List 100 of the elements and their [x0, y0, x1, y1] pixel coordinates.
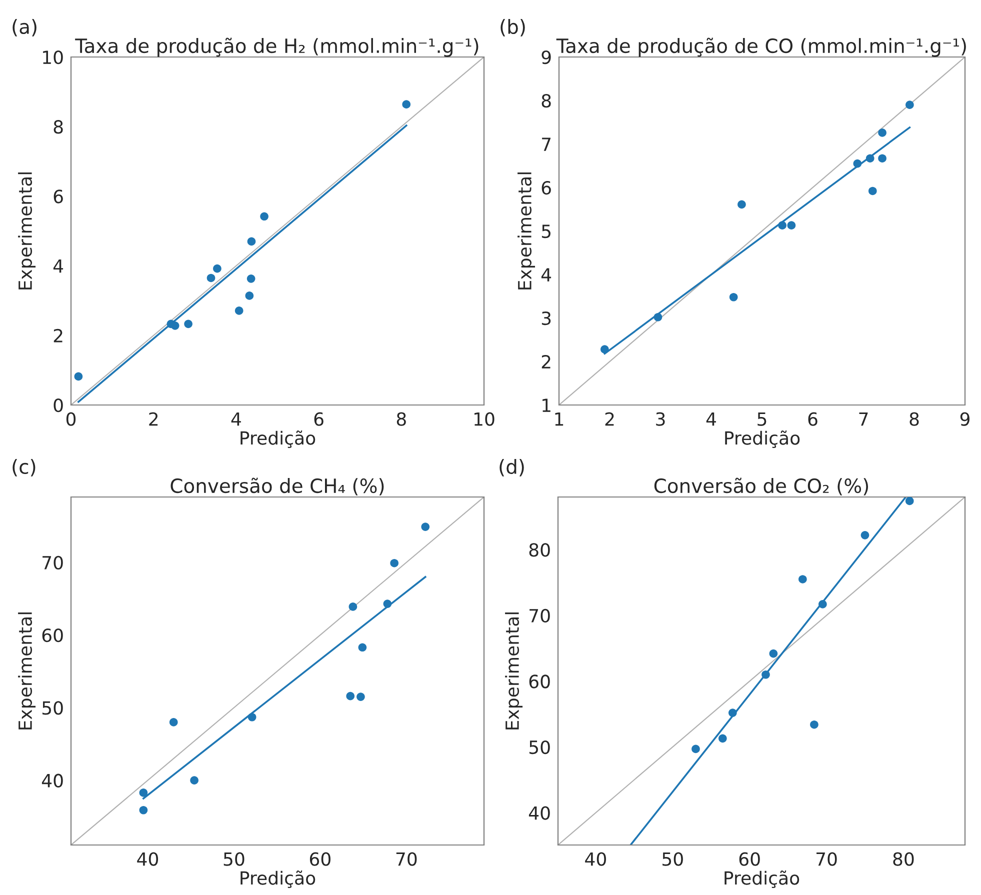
x-tick-label: 60 [739, 852, 760, 866]
point [866, 154, 874, 163]
point [213, 264, 222, 273]
x-tick-label: 70 [396, 852, 417, 866]
y-tick-label: 4 [53, 259, 64, 273]
y-tick-label: 8 [54, 120, 63, 134]
point [206, 274, 216, 282]
x-tick-label: 40 [585, 852, 606, 866]
x-tick-label: 2 [149, 412, 158, 426]
point [878, 154, 886, 163]
x-axis-title: Predição [240, 870, 316, 888]
point [169, 718, 178, 726]
point [810, 720, 818, 729]
x-tick-label: 0 [66, 412, 76, 426]
point [728, 708, 737, 717]
x-tick-label: 60 [310, 852, 330, 866]
point [402, 100, 411, 108]
point [348, 602, 358, 611]
chart-title: Taxa de produção de CO (mmol.min⁻¹.g⁻¹) [556, 38, 966, 57]
point [234, 306, 244, 315]
point [248, 712, 256, 722]
point [762, 670, 770, 679]
y-tick-label: 0 [54, 398, 63, 412]
point [170, 321, 180, 330]
y-tick-label: 7 [542, 138, 551, 151]
point [798, 575, 807, 584]
point [778, 221, 786, 230]
point [906, 100, 914, 110]
point [853, 159, 862, 168]
point [600, 345, 609, 354]
point [818, 600, 827, 608]
x-tick-label: 5 [758, 412, 766, 426]
x-tick-label: 50 [662, 852, 683, 866]
x-tick-label: 9 [960, 412, 970, 426]
y-tick-label: 6 [54, 190, 63, 204]
y-tick-label: 5 [542, 224, 550, 238]
y-tick-label: 50 [529, 740, 550, 754]
point [654, 312, 662, 322]
point [718, 734, 727, 743]
point [260, 212, 268, 221]
point [358, 643, 367, 652]
point [421, 522, 430, 531]
point [383, 600, 392, 608]
x-tick-label: 40 [137, 852, 158, 866]
point [738, 200, 746, 209]
point [190, 776, 198, 785]
point [184, 320, 192, 328]
point [139, 806, 148, 814]
point [356, 692, 365, 701]
x-tick-label: 1 [555, 412, 564, 426]
text: (d) [500, 459, 524, 476]
y-tick-label: 60 [529, 674, 550, 688]
y-tick-label: 1 [542, 398, 550, 412]
point [787, 221, 796, 230]
x-axis-title: Predição [725, 430, 800, 448]
point [74, 372, 83, 381]
x-tick-label: 6 [314, 412, 324, 426]
x-tick-label: 6 [808, 412, 818, 426]
y-tick-label: 70 [530, 608, 550, 623]
text: (c) [12, 459, 36, 476]
y-tick-label: 6 [542, 180, 551, 195]
point [729, 292, 738, 302]
point [139, 788, 148, 797]
point [246, 274, 256, 283]
chart-title: Conversão de CH₄ (%) [170, 478, 384, 496]
y-tick-label: 50 [42, 701, 63, 715]
x-tick-label: 8 [910, 412, 919, 426]
x-tick-label: 8 [396, 412, 406, 426]
text: (a) [12, 19, 36, 36]
y-axis-title: Experimental [18, 612, 36, 730]
x-tick-label: 70 [816, 852, 837, 866]
point [878, 128, 886, 137]
point [868, 186, 877, 196]
text: (b) [500, 19, 525, 36]
chart-title: Conversão de CO₂ (%) [654, 478, 868, 496]
y-axis-title: Experimental [518, 172, 536, 290]
y-tick-label: 70 [42, 556, 63, 570]
y-tick-label: 10 [43, 50, 63, 64]
point [247, 237, 256, 246]
x-tick-label: 50 [224, 852, 244, 866]
y-tick-label: 2 [54, 328, 62, 342]
point [769, 649, 778, 658]
x-tick-label: 4 [706, 412, 716, 426]
x-axis-title: Predição [724, 870, 800, 888]
y-tick-label: 9 [542, 50, 551, 64]
point [905, 497, 914, 506]
y-axis-title: Experimental [18, 172, 36, 290]
point [245, 292, 254, 300]
y-axis-title: Experimental [505, 612, 523, 730]
point [390, 558, 398, 568]
x-tick-label: 10 [474, 412, 494, 426]
x-tick-label: 3 [656, 412, 665, 426]
x-tick-label: 2 [605, 412, 614, 426]
chart-title: Taxa de produção de H₂ (mmol.min⁻¹.g⁻¹) [75, 38, 478, 57]
y-tick-label: 4 [541, 268, 552, 282]
y-tick-label: 80 [529, 543, 550, 557]
point [860, 530, 870, 540]
y-tick-label: 60 [42, 628, 63, 642]
y-tick-label: 8 [542, 94, 551, 108]
point [346, 692, 355, 700]
